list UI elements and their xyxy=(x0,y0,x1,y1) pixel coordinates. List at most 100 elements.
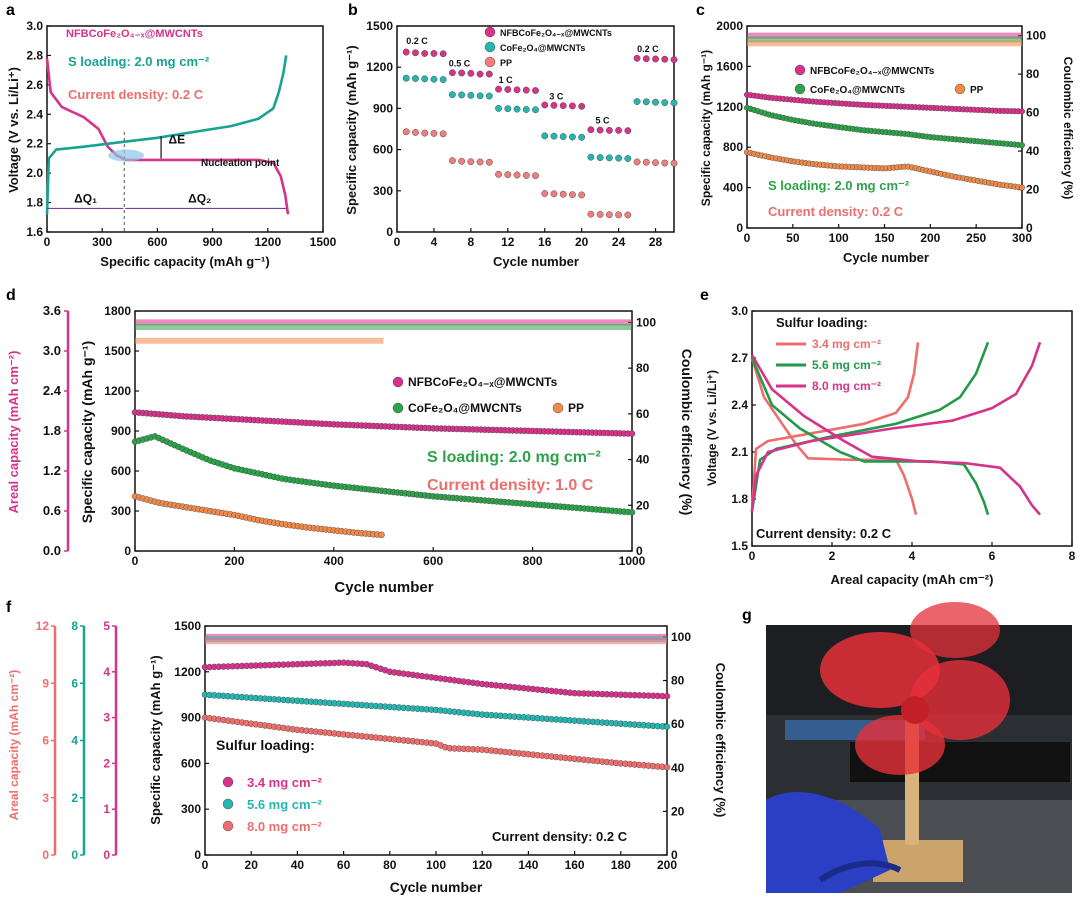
x-tick-label-f: 200 xyxy=(657,858,677,872)
x-tick-label-f: 40 xyxy=(291,858,305,872)
x-tick-label-a: 1200 xyxy=(254,235,281,249)
legend-label-d: PP xyxy=(568,401,584,415)
capacity-point-b xyxy=(448,91,456,99)
y-tick-label-a: 2.4 xyxy=(26,107,43,121)
capacity-point-b xyxy=(504,105,512,113)
capacity-point-b xyxy=(642,158,650,166)
x-tick-label-d: 800 xyxy=(523,554,543,568)
x-tick-label-f: 160 xyxy=(565,858,585,872)
areal-tick-label-d: 1.2 xyxy=(43,463,61,478)
areal-tick-label-f: 4 xyxy=(103,665,110,679)
rate-label-b: 5 C xyxy=(596,116,611,126)
x-axis-label-a: Specific capacity (mAh g⁻¹) xyxy=(100,254,269,269)
x-axis-label-e: Areal capacity (mAh cm⁻²) xyxy=(831,572,994,587)
legend-title-e: Sulfur loading: xyxy=(776,315,868,330)
discharge-curve-e xyxy=(750,357,990,516)
y-tick-label-c: 1200 xyxy=(716,100,743,114)
y-axis-label-e: Voltage (V vs. Li/Li⁺) xyxy=(705,370,719,486)
loading-label-a: S loading: 2.0 mg cm⁻² xyxy=(68,54,210,69)
legend-label-d: CoFe₂O₄@MWCNTs xyxy=(408,401,522,415)
y-tick-label-e: 2.1 xyxy=(731,445,748,459)
loading-label-d: S loading: 2.0 mg cm⁻² xyxy=(427,449,601,466)
loading-label-c: S loading: 2.0 mg cm⁻² xyxy=(768,178,910,193)
legend-label-e: 3.4 mg cm⁻² xyxy=(812,337,881,351)
legend-marker-f xyxy=(222,820,234,832)
x-tick-label-d: 600 xyxy=(423,554,443,568)
current-label-c: Current density: 0.2 C xyxy=(768,204,904,219)
capacity-point-b xyxy=(587,210,595,218)
capacity-point-b xyxy=(504,86,512,93)
capacity-point-b xyxy=(448,157,456,164)
capacity-point-b xyxy=(578,191,586,199)
areal-tick-label-d: 0.0 xyxy=(43,543,61,558)
y-tick-label-e: 2.7 xyxy=(731,351,748,365)
y-tick-label-e: 2.4 xyxy=(731,398,748,412)
y-tick-label-d: 1200 xyxy=(104,384,131,398)
y-tick-label-c: 800 xyxy=(723,140,743,154)
capacity-point-b xyxy=(624,127,632,135)
capacity-point-b xyxy=(559,102,567,110)
capacity-point-b xyxy=(458,69,466,77)
y2-axis-label-d: Coulombic efficiency (%) xyxy=(679,349,695,515)
capacity-point-b xyxy=(661,99,669,107)
y-tick-label-c: 2000 xyxy=(716,19,743,33)
capacity-point-c xyxy=(1019,184,1026,191)
areal-tick-label-f: 5 xyxy=(103,619,110,633)
y-tick-label-c: 400 xyxy=(723,181,743,195)
x-tick-label-c: 300 xyxy=(1012,231,1032,245)
y-tick-label-a: 2.6 xyxy=(26,78,43,92)
y-tick-label-a: 1.6 xyxy=(26,225,43,239)
y2-tick-label-d: 40 xyxy=(636,453,650,467)
legend-marker-b xyxy=(484,26,496,38)
capacity-point-b xyxy=(541,132,549,140)
capacity-point-b xyxy=(421,129,429,137)
areal-axis-label-d: Areal capacity (mAh cm⁻²) xyxy=(6,351,21,514)
areal-tick-label-f: 6 xyxy=(71,676,78,690)
legend-label-b: PP xyxy=(500,58,512,68)
x-tick-label-b: 8 xyxy=(468,235,475,249)
capacity-point-b xyxy=(578,102,586,110)
y-tick-label-c: 1600 xyxy=(716,59,743,73)
capacity-point-b xyxy=(670,159,678,167)
capacity-point-b xyxy=(559,190,567,198)
legend-marker-b xyxy=(484,56,496,68)
capacity-point-b xyxy=(467,91,475,99)
y-tick-label-c: 0 xyxy=(736,221,743,235)
areal-tick-label-d: 2.4 xyxy=(43,383,62,398)
x-tick-label-c: 150 xyxy=(874,231,894,245)
x-tick-label-c: 50 xyxy=(786,231,800,245)
areal-tick-label-f: 3 xyxy=(42,791,49,805)
x-tick-label-f: 0 xyxy=(202,858,209,872)
legend-marker-d xyxy=(392,402,404,414)
x-tick-label-f: 60 xyxy=(337,858,351,872)
capacity-point-b xyxy=(485,158,493,166)
capacity-point-f xyxy=(663,693,671,700)
capacity-point-b xyxy=(596,211,604,218)
current-label-d: Current density: 1.0 C xyxy=(427,477,594,494)
legend-marker-c xyxy=(794,64,806,76)
rate-label-b: 1 C xyxy=(499,75,514,85)
legend-label-b: NFBCoFe₂O₄₋ₓ@MWCNTs xyxy=(500,28,612,38)
capacity-point-b xyxy=(485,92,493,100)
capacity-point-b xyxy=(661,159,669,167)
capacity-point-b xyxy=(633,54,641,62)
x-axis-label-f: Cycle number xyxy=(390,879,483,895)
y-tick-label-f: 300 xyxy=(181,802,201,816)
capacity-point-b xyxy=(532,106,539,114)
y-tick-label-d: 600 xyxy=(111,464,131,478)
capacity-point-b xyxy=(578,133,586,141)
fan-photo xyxy=(766,602,1072,893)
areal-tick-label-d: 1.8 xyxy=(43,423,61,438)
y-axis-label-a: Voltage (V vs. Li/Li⁺) xyxy=(6,67,21,193)
capacity-point-b xyxy=(605,154,613,162)
capacity-point-b xyxy=(550,101,558,109)
areal-tick-label-f: 6 xyxy=(42,734,49,748)
x-tick-label-f: 120 xyxy=(472,858,492,872)
y2-tick-label-c: 60 xyxy=(1026,106,1040,120)
capacity-point-b xyxy=(522,172,530,179)
capacity-point-b xyxy=(467,158,475,166)
y-tick-label-d: 1500 xyxy=(104,344,131,358)
delta-e-label-a: ΔE xyxy=(168,133,185,147)
capacity-point-b xyxy=(596,154,604,161)
